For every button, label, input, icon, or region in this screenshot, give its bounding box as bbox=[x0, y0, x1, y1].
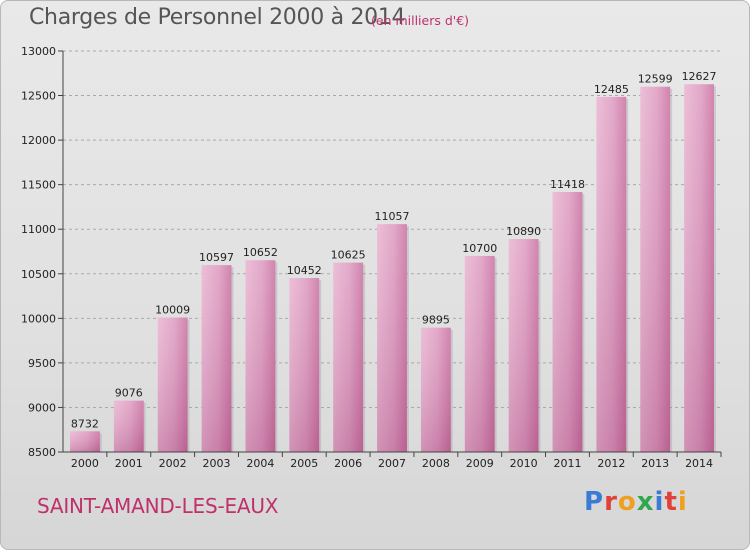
bar-shade bbox=[596, 96, 627, 453]
y-tick-label: 12500 bbox=[21, 90, 56, 103]
bar-value-label: 11418 bbox=[550, 178, 585, 191]
x-tick-label: 2009 bbox=[466, 457, 494, 470]
x-tick-label: 2004 bbox=[246, 457, 274, 470]
bar-shade bbox=[157, 317, 188, 452]
bar-shade bbox=[377, 224, 407, 452]
proxiti-logo: Proxiti bbox=[584, 487, 688, 517]
bar-shade bbox=[289, 278, 320, 452]
bar-value-label: 10890 bbox=[506, 225, 541, 238]
bar-value-label: 10452 bbox=[287, 264, 322, 277]
bar-shade bbox=[508, 239, 539, 452]
bars: 8732 9076 10009 10597 10652 10452 10625 11057 98… bbox=[70, 70, 717, 453]
bar-value-label: 10009 bbox=[155, 304, 190, 317]
x-tick-label: 2003 bbox=[203, 457, 231, 470]
x-tick-label: 2011 bbox=[553, 457, 581, 470]
y-tick-label: 11000 bbox=[21, 223, 56, 236]
bar-shade bbox=[70, 431, 100, 452]
bar-value-label: 12485 bbox=[594, 83, 629, 96]
bar-shade bbox=[464, 255, 495, 452]
x-tick-label: 2002 bbox=[159, 457, 187, 470]
y-tick-label: 9500 bbox=[28, 357, 56, 370]
bar-value-label: 9076 bbox=[115, 387, 143, 400]
x-tick-label: 2007 bbox=[378, 457, 406, 470]
bar-shade bbox=[684, 84, 714, 453]
bar-shade bbox=[420, 327, 451, 452]
bar-shade bbox=[552, 191, 583, 453]
x-tick-label: 2005 bbox=[290, 457, 318, 470]
y-tick-label: 12000 bbox=[21, 134, 56, 147]
chart-subtitle: (en milliers d'€) bbox=[371, 13, 470, 28]
city-name: SAINT-AMAND-LES-EAUX bbox=[37, 494, 279, 518]
chart-title: Charges de Personnel 2000 à 2014 bbox=[29, 5, 406, 30]
x-tick-label: 2008 bbox=[422, 457, 450, 470]
x-tick-label: 2006 bbox=[334, 457, 362, 470]
y-tick-label: 8500 bbox=[28, 446, 56, 459]
bar-value-label: 10700 bbox=[462, 242, 497, 255]
y-tick-label: 10000 bbox=[21, 312, 56, 325]
y-tick-label: 11500 bbox=[21, 179, 56, 192]
bar-value-label: 12599 bbox=[638, 73, 673, 86]
y-tick-label: 9000 bbox=[28, 401, 56, 414]
bar-value-label: 8732 bbox=[71, 417, 99, 430]
x-tick-label: 2010 bbox=[510, 457, 538, 470]
axes: 8500 9000 9500 10000 10500 11000 11500 12000 125… bbox=[21, 45, 722, 470]
y-tick-label: 10500 bbox=[21, 268, 56, 281]
x-tick-label: 2013 bbox=[641, 457, 669, 470]
bar-value-label: 10652 bbox=[243, 246, 278, 259]
bar-shade bbox=[201, 265, 232, 452]
bar-value-label: 9895 bbox=[422, 314, 450, 327]
y-tick-label: 13000 bbox=[21, 45, 56, 58]
bar-value-label: 11057 bbox=[375, 210, 410, 223]
x-tick-label: 2001 bbox=[115, 457, 143, 470]
bar-shade bbox=[333, 262, 364, 452]
bar-shade bbox=[113, 400, 144, 452]
x-tick-label: 2014 bbox=[685, 457, 713, 470]
bar-value-label: 10597 bbox=[199, 251, 234, 264]
bar-shade bbox=[245, 260, 276, 452]
x-tick-label: 2000 bbox=[71, 457, 99, 470]
bar-value-label: 12627 bbox=[682, 70, 717, 83]
x-tick-label: 2012 bbox=[597, 457, 625, 470]
bar-shade bbox=[640, 86, 671, 453]
bar-value-label: 10625 bbox=[331, 249, 366, 262]
